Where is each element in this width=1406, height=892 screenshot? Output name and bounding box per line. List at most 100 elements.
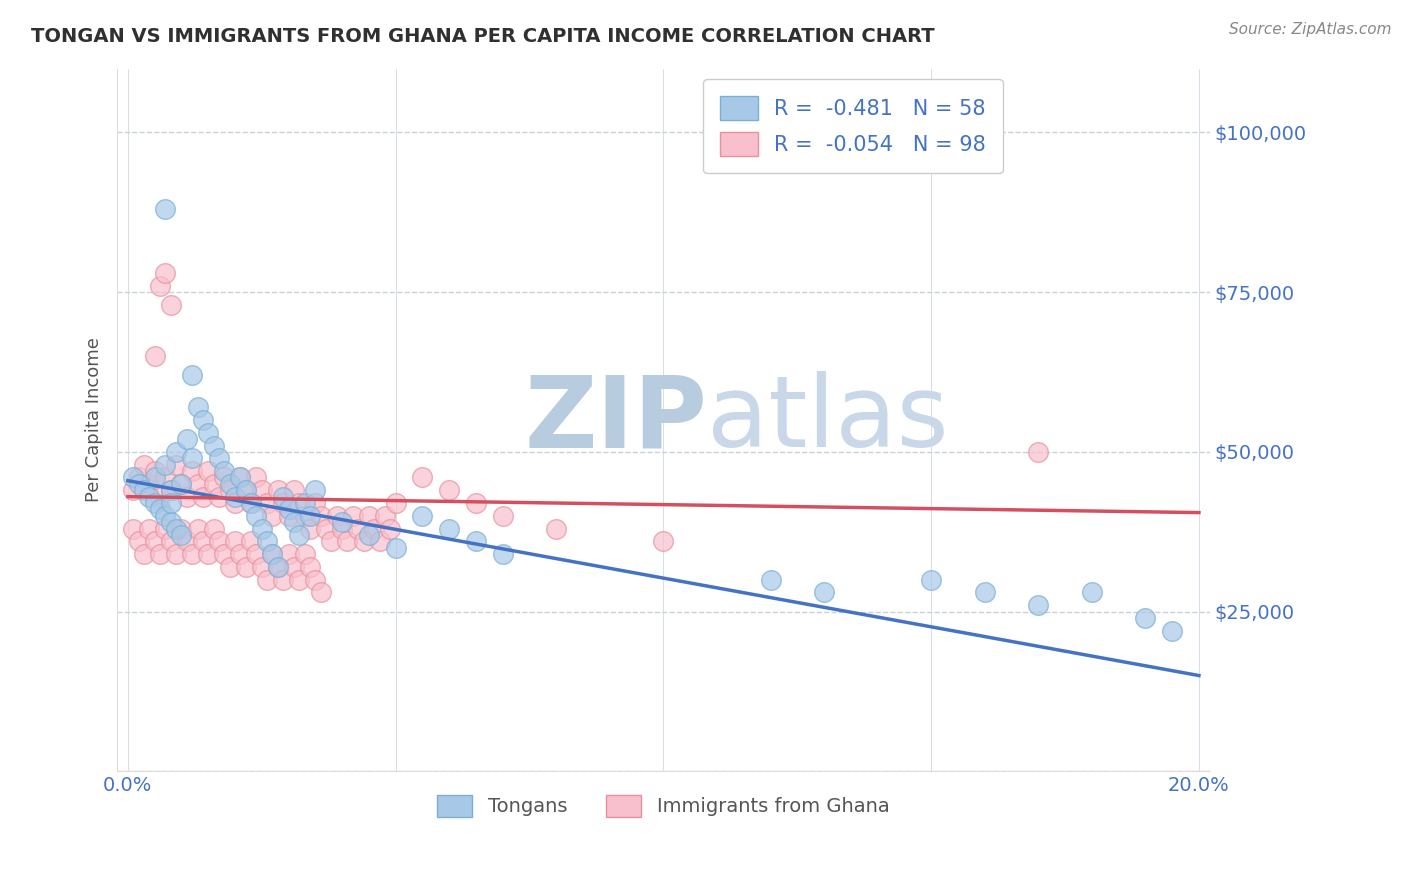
Point [384, 496, 406, 510]
Text: Source: ZipAtlas.com: Source: ZipAtlas.com [1229, 22, 1392, 37]
Point [128, 470, 150, 484]
Point [208, 534, 231, 549]
Point [197, 464, 219, 478]
Point [149, 502, 172, 516]
Point [342, 508, 364, 523]
Point [298, 560, 321, 574]
Point [165, 547, 187, 561]
Point [170, 476, 193, 491]
Point [294, 496, 316, 510]
Point [170, 476, 193, 491]
Point [256, 573, 278, 587]
Point [165, 458, 187, 472]
Point [437, 483, 460, 498]
Point [181, 368, 204, 383]
Point [155, 458, 177, 472]
Point [256, 496, 278, 510]
Point [181, 451, 204, 466]
Point [122, 522, 145, 536]
Point [186, 522, 208, 536]
Point [262, 508, 284, 523]
Point [283, 483, 305, 498]
Point [143, 496, 166, 510]
Point [224, 496, 246, 510]
Point [245, 547, 267, 561]
Point [326, 508, 349, 523]
Point [357, 528, 380, 542]
Text: ZIP: ZIP [524, 371, 707, 468]
Point [411, 470, 433, 484]
Point [159, 483, 181, 498]
Point [315, 522, 337, 536]
Point [294, 547, 316, 561]
Point [283, 560, 305, 574]
Point [1026, 445, 1049, 459]
Point [437, 522, 460, 536]
Point [170, 528, 193, 542]
Point [235, 560, 257, 574]
Point [920, 573, 942, 587]
Point [176, 534, 198, 549]
Point [368, 534, 391, 549]
Point [357, 508, 380, 523]
Point [288, 496, 311, 510]
Point [546, 522, 568, 536]
Point [229, 547, 252, 561]
Point [1081, 585, 1104, 599]
Point [250, 483, 273, 498]
Point [155, 508, 177, 523]
Point [155, 266, 177, 280]
Point [250, 560, 273, 574]
Point [155, 522, 177, 536]
Point [170, 522, 193, 536]
Point [492, 508, 515, 523]
Point [128, 534, 150, 549]
Point [229, 470, 252, 484]
Point [191, 534, 214, 549]
Point [143, 464, 166, 478]
Point [304, 496, 326, 510]
Point [224, 534, 246, 549]
Point [165, 445, 187, 459]
Point [492, 547, 515, 561]
Point [197, 425, 219, 440]
Text: TONGAN VS IMMIGRANTS FROM GHANA PER CAPITA INCOME CORRELATION CHART: TONGAN VS IMMIGRANTS FROM GHANA PER CAPI… [31, 27, 935, 45]
Point [181, 464, 204, 478]
Point [138, 522, 160, 536]
Point [218, 476, 240, 491]
Point [143, 470, 166, 484]
Point [288, 573, 311, 587]
Point [122, 483, 145, 498]
Point [330, 515, 353, 529]
Point [759, 573, 782, 587]
Point [197, 547, 219, 561]
Point [1135, 611, 1157, 625]
Point [374, 508, 396, 523]
Point [218, 560, 240, 574]
Point [288, 528, 311, 542]
Point [155, 470, 177, 484]
Point [208, 451, 231, 466]
Point [181, 547, 204, 561]
Point [309, 585, 332, 599]
Point [353, 534, 375, 549]
Point [191, 490, 214, 504]
Point [214, 470, 236, 484]
Point [256, 534, 278, 549]
Point [411, 508, 433, 523]
Point [271, 496, 294, 510]
Point [159, 515, 181, 529]
Point [262, 547, 284, 561]
Point [277, 547, 299, 561]
Point [132, 458, 155, 472]
Point [283, 515, 305, 529]
Point [159, 496, 181, 510]
Point [149, 490, 172, 504]
Point [132, 483, 155, 498]
Point [380, 522, 402, 536]
Point [267, 483, 290, 498]
Point [271, 490, 294, 504]
Point [143, 534, 166, 549]
Point [304, 573, 326, 587]
Point [262, 547, 284, 561]
